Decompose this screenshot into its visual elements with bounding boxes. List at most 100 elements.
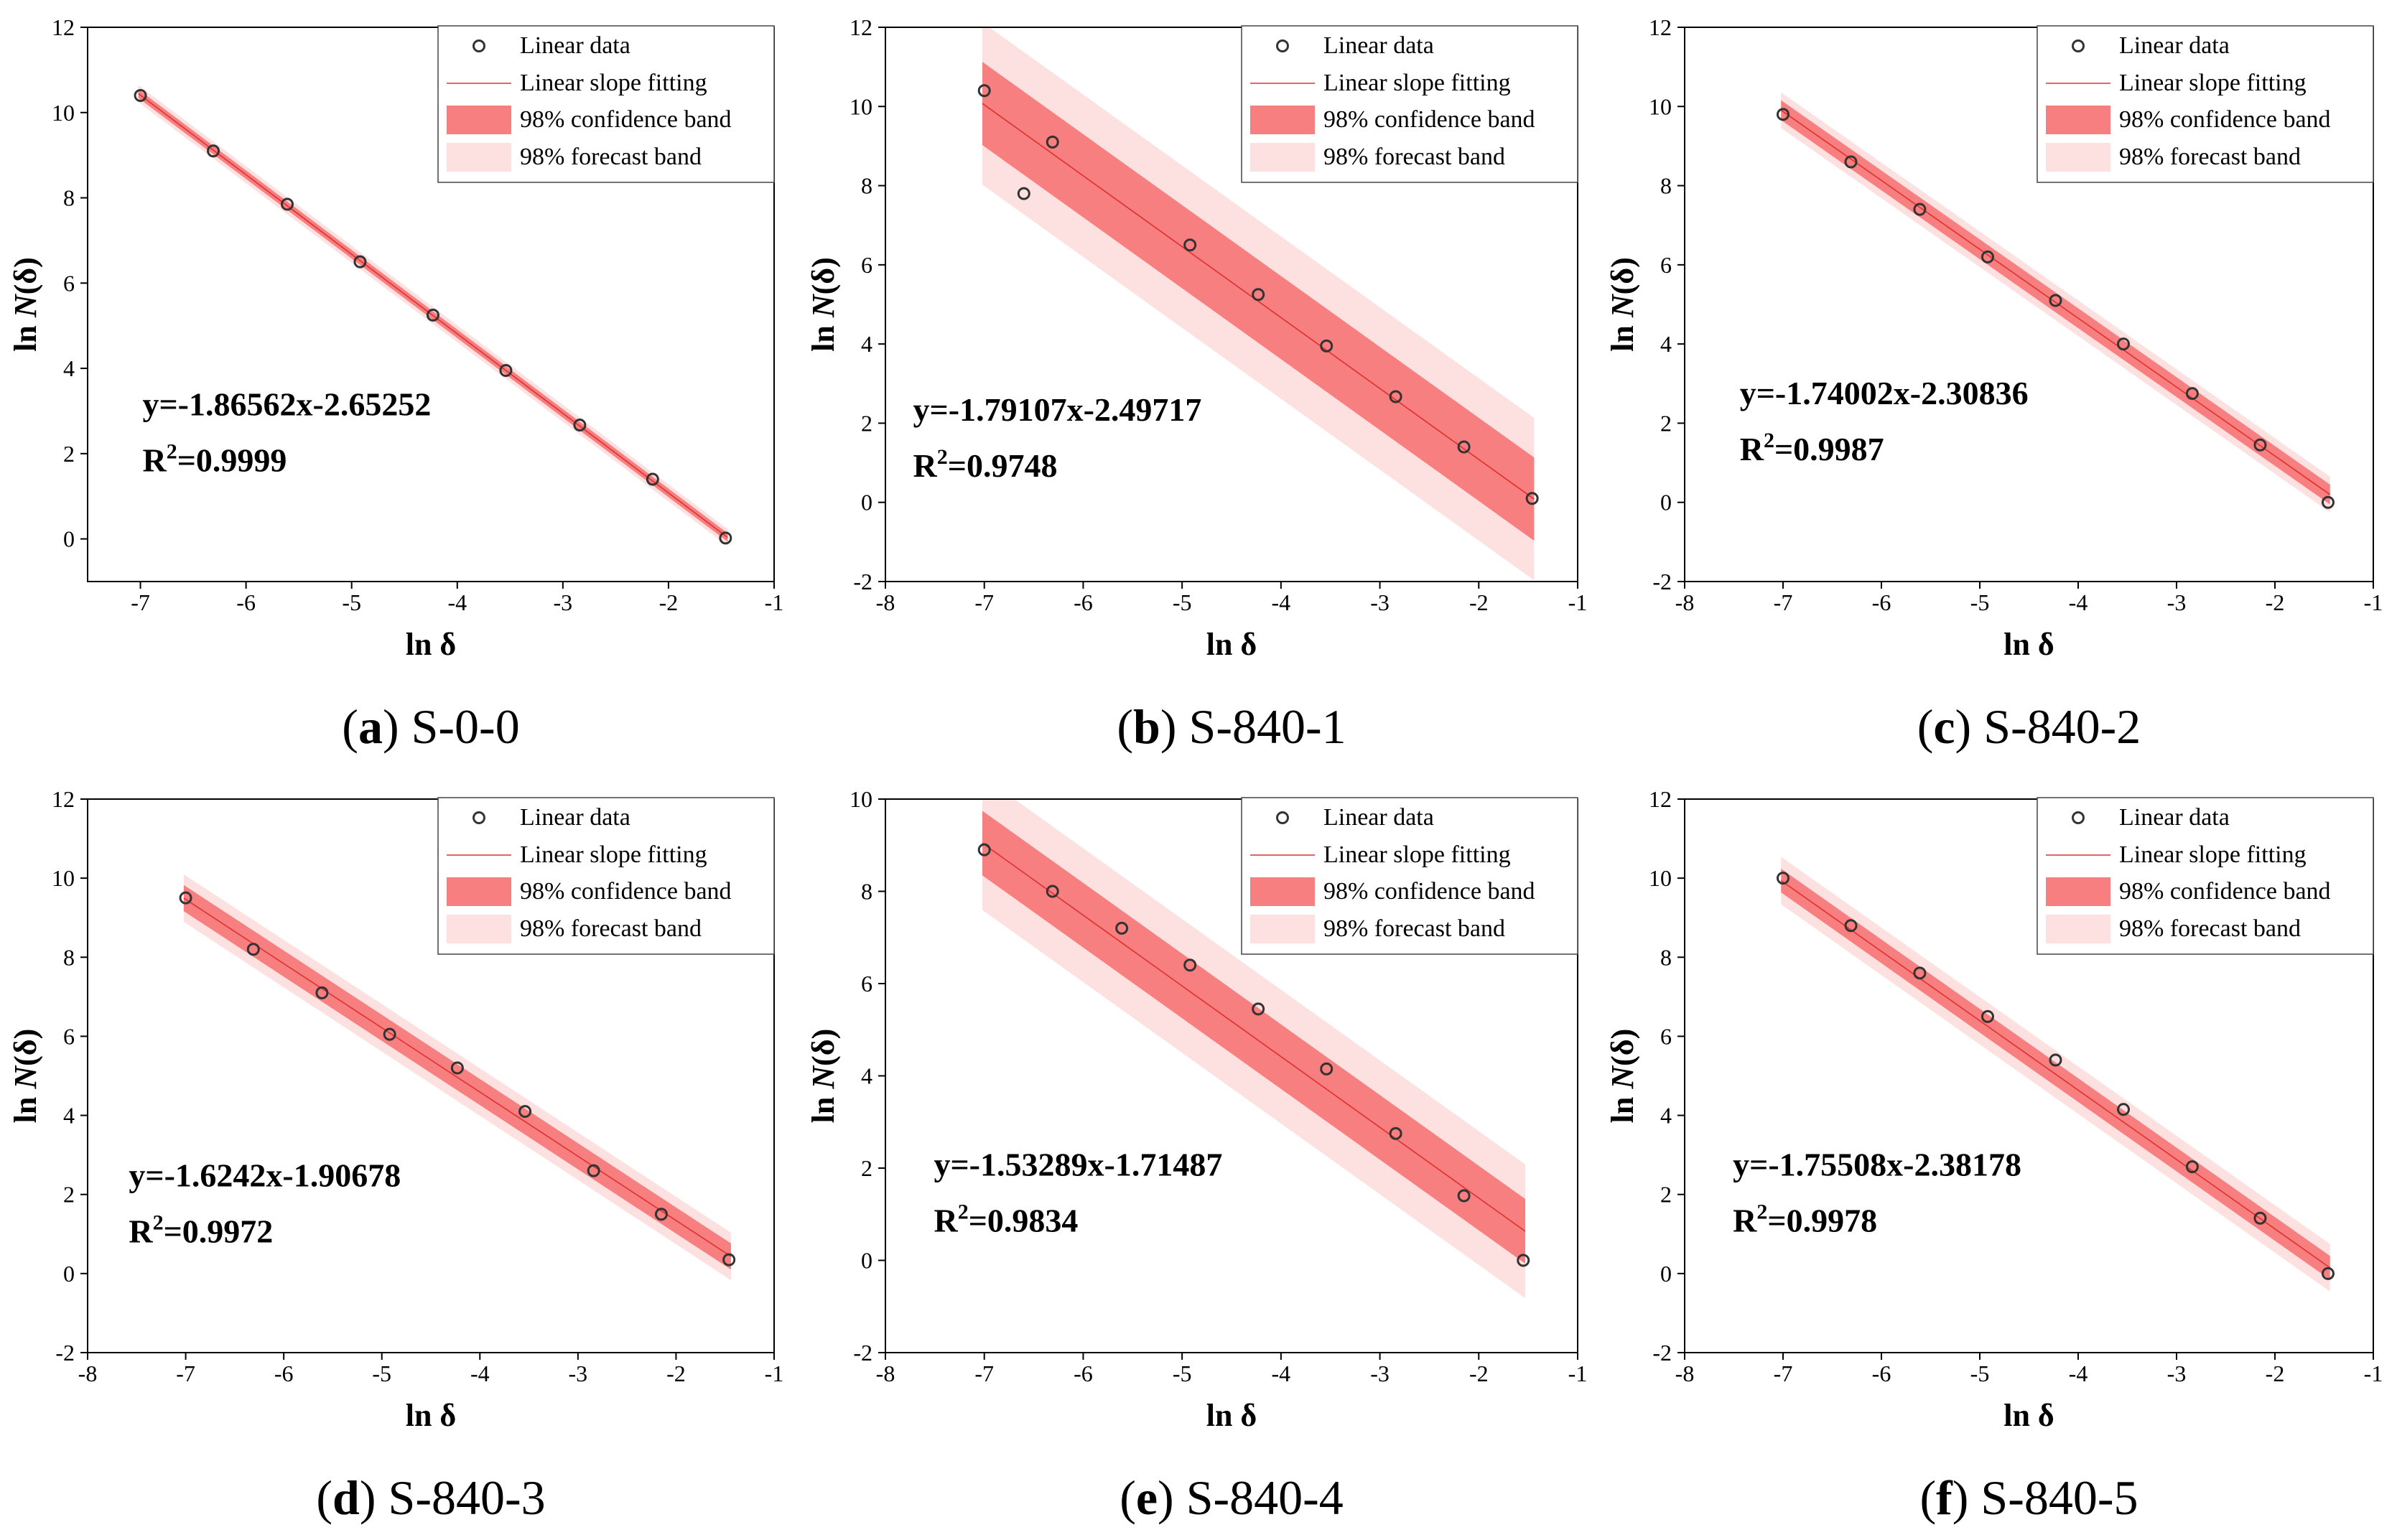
data-point: [977, 84, 991, 98]
data-point: [1844, 919, 1858, 933]
data-point: [1457, 1189, 1471, 1203]
y-axis-label-italic: N: [1605, 293, 1640, 318]
fit-line: [1780, 879, 2331, 1269]
x-axis-label: ln δ: [1206, 1398, 1257, 1433]
data-point: [450, 1061, 464, 1075]
y-axis-label-prefix: ln: [8, 317, 43, 352]
legend-label-conf: 98% confidence band: [1323, 106, 1535, 133]
y-axis-label: ln N(δ): [806, 257, 841, 352]
y-tick-label: 8: [63, 185, 75, 211]
r-squared: R2=0.9978: [1733, 1200, 1877, 1238]
data-point: [1844, 155, 1858, 169]
fit-equation: y=-1.74002x-2.30836: [1740, 375, 2029, 411]
r-squared-prefix: R: [129, 1213, 153, 1250]
y-axis-label-prefix: ln: [1605, 1089, 1640, 1124]
y-axis-label-prefix: ln: [1605, 317, 1640, 352]
legend-label-data: Linear data: [1323, 32, 1434, 59]
y-tick-label: 12: [52, 14, 75, 40]
x-tick-label: -6: [1872, 589, 1891, 615]
r-squared-sup: 2: [1756, 1200, 1767, 1223]
panel-name: S-840-3: [388, 1470, 546, 1525]
legend-label-data: Linear data: [1323, 804, 1434, 831]
legend: Linear data Linear slope fitting 98% confi…: [437, 25, 775, 183]
legend: Linear data Linear slope fitting 98% confi…: [2037, 25, 2374, 183]
data-point: [1913, 202, 1927, 216]
data-point: [518, 1105, 532, 1119]
y-tick-label: 0: [1660, 1261, 1672, 1287]
x-tick-label: -4: [1272, 1361, 1291, 1386]
x-tick-label: -1: [2364, 589, 2383, 615]
y-tick-label: 6: [861, 971, 872, 997]
legend-label-forecast: 98% forecast band: [2119, 915, 2301, 942]
x-tick-label: -1: [1568, 1361, 1588, 1386]
legend: Linear data Linear slope fitting 98% confi…: [1241, 797, 1578, 955]
x-tick-label: -2: [666, 1361, 686, 1386]
panel-name: S-840-5: [1981, 1470, 2138, 1525]
x-tick-label: -1: [2364, 1361, 2383, 1386]
legend-marker-forecast: [447, 143, 511, 172]
fit-line: [982, 842, 1526, 1232]
legend-label-conf: 98% confidence band: [520, 878, 732, 905]
panel-caption: (d) S-840-3: [316, 1470, 545, 1525]
data-point: [1115, 921, 1129, 935]
y-tick-label: 2: [861, 1155, 872, 1181]
y-tick-label: 10: [1649, 93, 1672, 119]
legend-label-conf: 98% confidence band: [2119, 878, 2331, 905]
legend-marker-forecast: [2046, 143, 2110, 172]
fit-line: [1780, 109, 2331, 495]
r-squared-value: =0.9999: [177, 442, 287, 478]
y-axis-label-italic: N: [1605, 1065, 1640, 1090]
r-squared-value: =0.9748: [948, 447, 1058, 484]
x-tick-label: -2: [659, 589, 679, 615]
x-axis-label: ln δ: [2003, 1398, 2054, 1433]
y-tick-label: 8: [861, 173, 872, 199]
y-tick-label: 4: [63, 1103, 75, 1129]
data-point: [977, 843, 991, 857]
legend-marker-data: [2072, 39, 2085, 52]
y-tick-label: -2: [853, 569, 872, 594]
x-tick-label: -8: [1675, 1361, 1695, 1386]
data-point: [1981, 1009, 1994, 1023]
y-tick-label: 0: [1660, 490, 1672, 515]
data-point: [280, 197, 294, 211]
legend-label-forecast: 98% forecast band: [520, 915, 702, 942]
legend-label-forecast: 98% forecast band: [1323, 915, 1505, 942]
legend-marker-conf: [2046, 877, 2110, 906]
x-axis-label: ln δ: [406, 627, 457, 662]
x-tick-label: -5: [1173, 1361, 1192, 1386]
fit-line: [183, 897, 732, 1257]
r-squared: R2=0.9999: [142, 439, 287, 478]
legend-label-fit: Linear slope fitting: [2119, 841, 2307, 868]
y-tick-label: 6: [1660, 1023, 1672, 1049]
legend-marker-data: [473, 39, 485, 52]
data-point: [1320, 339, 1334, 353]
data-point: [1525, 492, 1539, 505]
y-tick-label: 2: [63, 441, 75, 467]
y-tick-label: -2: [1652, 1340, 1672, 1366]
legend-label-forecast: 98% forecast band: [520, 144, 702, 170]
data-point: [246, 943, 260, 956]
r-squared-value: =0.9972: [164, 1213, 274, 1250]
x-tick-label: -2: [1469, 589, 1489, 615]
panel-letter: e: [1136, 1470, 1158, 1525]
axes-frame: [885, 27, 1578, 582]
r-squared-sup: 2: [167, 439, 177, 463]
legend-marker-forecast: [1250, 915, 1315, 943]
x-axis-label: ln δ: [2003, 627, 2054, 662]
chart-panel-a: -7 -6 -5 -4 -3 -2 -1 0 2 4 6 8 10 12 ln δ ln N(δ) Linear…: [8, 14, 783, 754]
x-tick-label: -2: [2266, 1361, 2285, 1386]
y-tick-label: 4: [861, 331, 872, 357]
fit-equation: y=-1.53289x-1.71487: [934, 1146, 1222, 1182]
fit-line: [982, 103, 1535, 500]
r-squared: R2=0.9834: [934, 1200, 1078, 1238]
x-tick-label: -6: [236, 589, 256, 615]
y-tick-label: 8: [1660, 173, 1672, 199]
data-point: [353, 255, 367, 269]
panel-letter: f: [1936, 1470, 1953, 1525]
y-tick-label: 2: [1660, 410, 1672, 436]
legend-marker-data: [1276, 39, 1289, 52]
legend-label-conf: 98% confidence band: [520, 106, 732, 133]
data-point: [2321, 495, 2335, 509]
fit-line: [138, 93, 728, 538]
y-axis-label-suffix: (δ): [1605, 257, 1640, 294]
